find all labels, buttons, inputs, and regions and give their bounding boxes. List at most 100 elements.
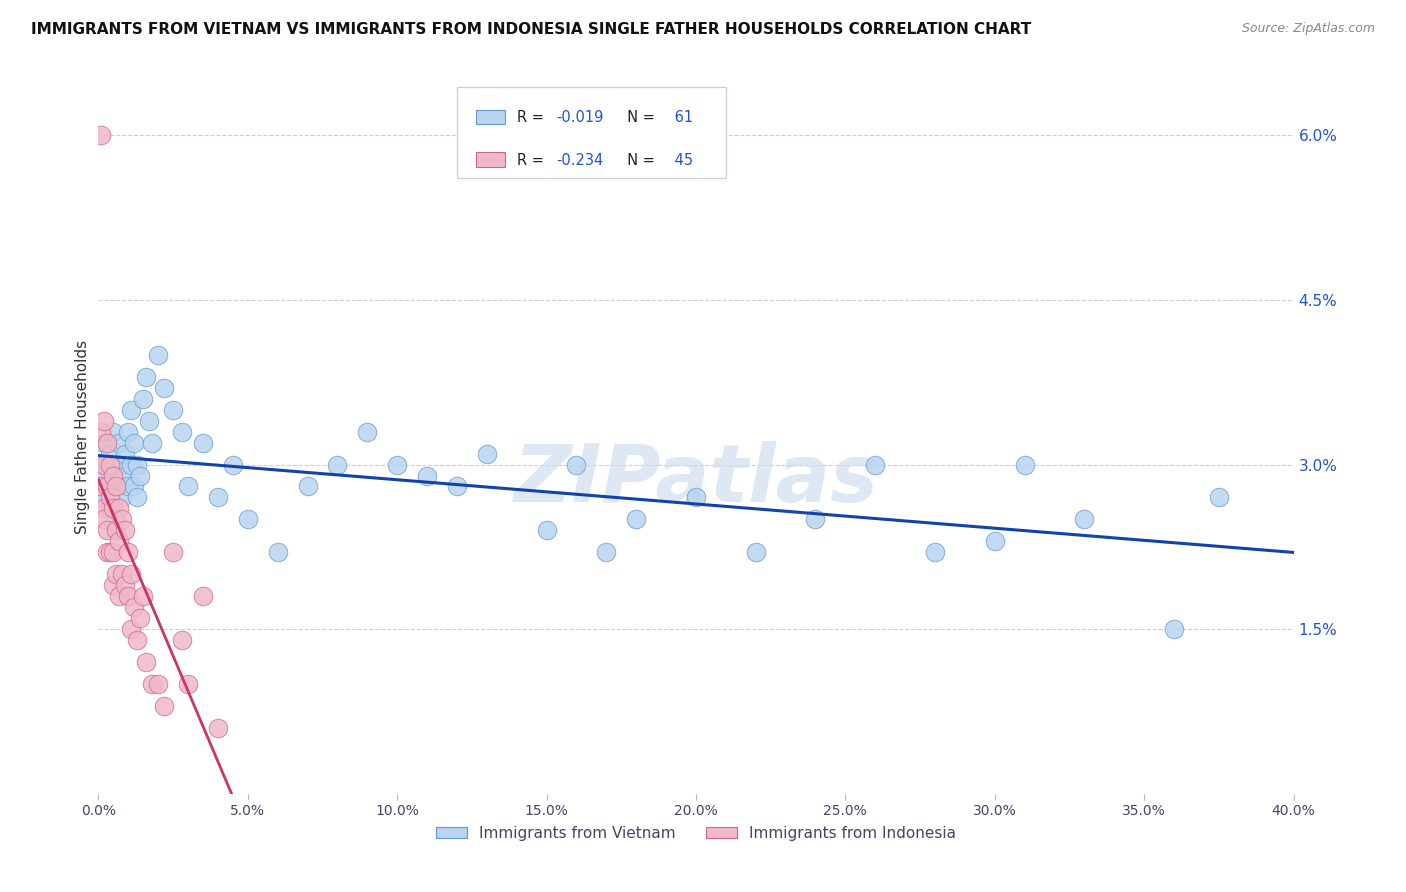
Point	[475, 446, 498, 460]
Point	[105, 458, 128, 472]
Point	[117, 479, 139, 493]
Point	[129, 468, 152, 483]
Point	[90, 491, 112, 505]
Legend: Immigrants from Vietnam, Immigrants from Indonesia: Immigrants from Vietnam, Immigrants from…	[430, 820, 962, 847]
Point	[138, 414, 160, 428]
Point	[626, 512, 648, 526]
Point	[153, 699, 176, 714]
Point	[297, 479, 319, 493]
Text: N =: N =	[619, 153, 659, 168]
Point	[356, 425, 378, 439]
Point	[177, 677, 200, 691]
Point	[129, 611, 152, 625]
Point	[162, 402, 184, 417]
Point	[93, 468, 115, 483]
Text: 61: 61	[669, 110, 693, 125]
Point	[153, 381, 176, 395]
FancyBboxPatch shape	[477, 153, 505, 167]
Point	[536, 524, 558, 538]
Point	[103, 545, 125, 559]
Point	[96, 479, 118, 493]
Point	[685, 491, 707, 505]
Point	[96, 435, 118, 450]
Text: N =: N =	[619, 110, 659, 125]
Point	[124, 435, 146, 450]
Point	[111, 512, 134, 526]
Point	[108, 534, 131, 549]
Point	[93, 458, 115, 472]
Point	[446, 479, 468, 493]
Point	[114, 446, 136, 460]
FancyBboxPatch shape	[457, 87, 725, 178]
Text: -0.019: -0.019	[557, 110, 603, 125]
Text: ZIPatlas: ZIPatlas	[513, 441, 879, 519]
Point	[191, 589, 214, 603]
Point	[120, 458, 142, 472]
Point	[90, 479, 112, 493]
Text: 45: 45	[669, 153, 693, 168]
Point	[924, 545, 946, 559]
Point	[1014, 458, 1036, 472]
Point	[1163, 622, 1185, 636]
Point	[93, 435, 115, 450]
Point	[103, 468, 125, 483]
Point	[96, 524, 118, 538]
Point	[565, 458, 588, 472]
Point	[111, 458, 134, 472]
Point	[108, 501, 131, 516]
Point	[984, 534, 1007, 549]
Point	[172, 425, 194, 439]
Point	[207, 491, 229, 505]
Text: -0.234: -0.234	[557, 153, 603, 168]
Point	[98, 458, 122, 472]
Point	[108, 479, 131, 493]
Text: Source: ZipAtlas.com: Source: ZipAtlas.com	[1241, 22, 1375, 36]
Point	[90, 128, 112, 143]
Point	[1073, 512, 1095, 526]
Point	[96, 458, 118, 472]
Point	[105, 512, 128, 526]
Point	[120, 402, 142, 417]
Point	[108, 435, 131, 450]
Point	[124, 600, 146, 615]
Point	[141, 435, 163, 450]
Point	[207, 721, 229, 735]
Point	[148, 348, 170, 362]
Point	[114, 578, 136, 592]
Point	[93, 414, 115, 428]
Text: R =: R =	[517, 153, 548, 168]
Point	[108, 589, 131, 603]
Point	[98, 446, 122, 460]
Point	[172, 633, 194, 648]
Point	[124, 479, 146, 493]
Point	[117, 425, 139, 439]
Point	[105, 567, 128, 582]
Point	[103, 479, 125, 493]
Point	[103, 425, 125, 439]
Point	[93, 512, 115, 526]
Point	[103, 578, 125, 592]
Point	[105, 524, 128, 538]
Point	[127, 458, 149, 472]
Point	[132, 392, 155, 406]
Point	[98, 545, 122, 559]
Point	[111, 491, 134, 505]
Y-axis label: Single Father Households: Single Father Households	[75, 340, 90, 534]
Point	[745, 545, 768, 559]
Point	[191, 435, 214, 450]
Point	[865, 458, 887, 472]
Point	[222, 458, 245, 472]
Point	[385, 458, 409, 472]
Point	[117, 545, 139, 559]
Point	[135, 369, 157, 384]
Point	[236, 512, 259, 526]
Point	[177, 479, 200, 493]
Text: IMMIGRANTS FROM VIETNAM VS IMMIGRANTS FROM INDONESIA SINGLE FATHER HOUSEHOLDS CO: IMMIGRANTS FROM VIETNAM VS IMMIGRANTS FR…	[31, 22, 1031, 37]
Point	[96, 479, 118, 493]
Point	[135, 655, 157, 669]
Point	[141, 677, 163, 691]
Point	[98, 491, 122, 505]
Point	[117, 589, 139, 603]
Point	[120, 567, 142, 582]
Point	[1208, 491, 1230, 505]
